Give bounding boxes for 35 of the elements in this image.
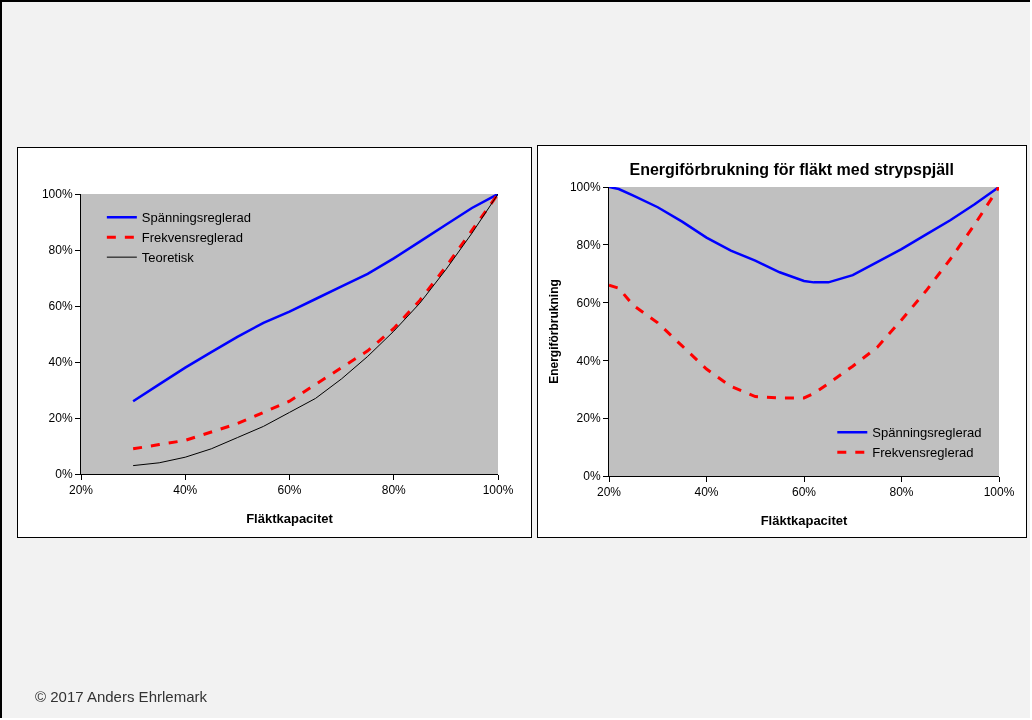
legend-label: Spänningsreglerad: [872, 425, 982, 441]
y-tick-label: 20%: [576, 411, 601, 426]
x-tick-label: 20%: [68, 483, 94, 498]
chart-title: Energiförbrukning för fläkt med strypspjäll: [629, 161, 955, 179]
text: © 2017 Anders Ehrlemark: [35, 688, 207, 705]
y-tick-label: 80%: [48, 243, 73, 258]
x-tick-label: 20%: [596, 485, 622, 500]
y-axis-title: Energiförbrukning: [547, 279, 562, 384]
x-tick-label: 60%: [791, 485, 817, 500]
x-tick-label: 100%: [983, 485, 1015, 500]
y-tick-label: 100%: [41, 187, 73, 202]
x-tick-label: 40%: [694, 485, 719, 500]
x-tick-label: 80%: [889, 485, 914, 500]
y-tick-label: 40%: [48, 355, 73, 370]
line-series: [609, 187, 999, 284]
legend-label: Spänningsreglerad: [141, 210, 251, 226]
legend-label: Frekvensreglerad: [872, 445, 974, 461]
legend-label: Frekvensreglerad: [141, 230, 244, 246]
x-tick-label: 100%: [482, 483, 514, 498]
legend-label: Teoretisk: [141, 250, 195, 266]
y-tick-label: 100%: [569, 180, 601, 195]
y-tick-label: 80%: [576, 238, 601, 252]
y-tick-label: 20%: [48, 411, 73, 426]
x-axis-title: Fläktkapacitet: [760, 513, 849, 528]
y-tick-label: 40%: [576, 353, 601, 368]
y-tick-label: 60%: [576, 295, 601, 310]
line-series: [609, 187, 999, 400]
x-tick-label: 60%: [277, 483, 302, 498]
x-tick-label: 80%: [381, 483, 407, 498]
x-tick-label: 40%: [173, 483, 198, 498]
y-tick-label: 0%: [583, 469, 601, 484]
x-axis-title: Fläktkapacitet: [246, 511, 334, 526]
y-tick-label: 0%: [55, 467, 73, 482]
line-series: [131, 194, 498, 403]
y-tick-label: 60%: [48, 299, 73, 314]
